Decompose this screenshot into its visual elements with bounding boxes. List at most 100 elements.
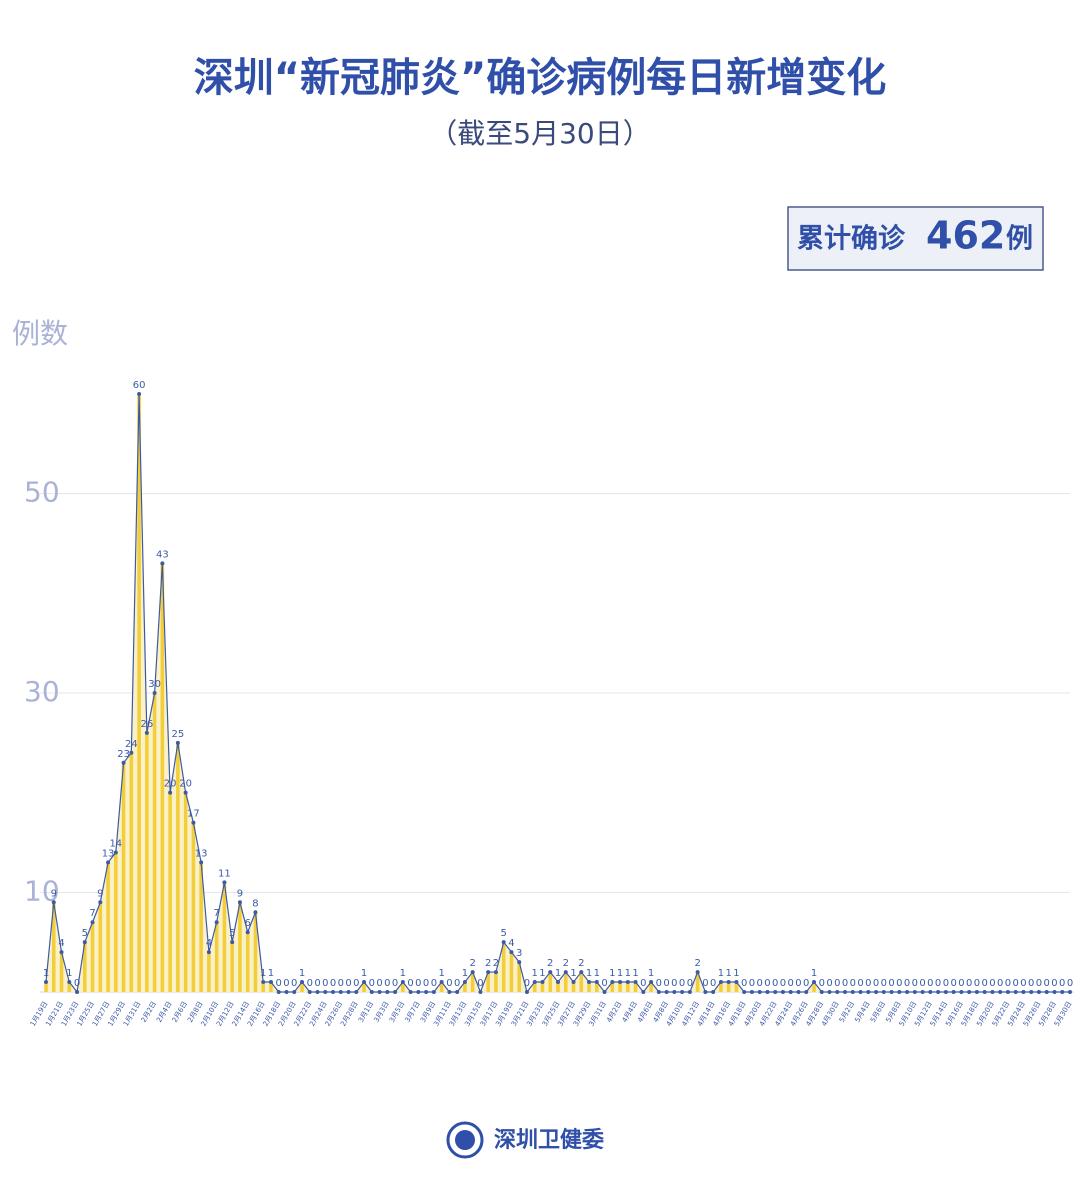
data-label: 4 <box>58 938 64 949</box>
point <box>253 910 258 915</box>
data-label: 0 <box>307 978 313 989</box>
point <box>1044 990 1049 994</box>
data-label: 1 <box>617 968 623 979</box>
point <box>191 820 196 825</box>
point <box>773 990 778 994</box>
data-label: 0 <box>749 978 755 989</box>
point <box>1005 990 1010 994</box>
data-label: 0 <box>873 978 879 989</box>
point <box>912 990 917 994</box>
data-label: 7 <box>213 908 219 919</box>
point <box>393 990 398 994</box>
logo <box>446 1121 484 1159</box>
data-label: 30 <box>148 679 161 690</box>
data-label: 1 <box>532 968 538 979</box>
total-label: 累计确诊 <box>797 223 906 255</box>
data-label: 0 <box>819 978 825 989</box>
data-label: 14 <box>109 838 122 849</box>
point <box>44 980 48 985</box>
point <box>1060 990 1065 994</box>
point <box>245 930 250 935</box>
data-label: 0 <box>710 978 716 989</box>
data-label: 20 <box>179 779 192 790</box>
point <box>1013 990 1018 994</box>
data-label: 26 <box>140 719 153 730</box>
point <box>796 990 801 994</box>
point <box>237 900 242 905</box>
point <box>439 980 444 985</box>
point <box>610 980 615 985</box>
point <box>967 990 972 994</box>
point <box>571 980 576 985</box>
data-label: 2 <box>578 958 584 969</box>
chart-subtitle: （截至5月30日） <box>429 117 650 150</box>
point <box>1029 990 1034 994</box>
data-label: 0 <box>1044 978 1050 989</box>
point <box>152 691 157 695</box>
data-label: 0 <box>330 978 336 989</box>
point <box>664 990 669 994</box>
data-label: 0 <box>1059 978 1065 989</box>
y-tick-label: 30 <box>24 675 60 708</box>
point <box>400 980 405 985</box>
data-label: 0 <box>314 978 320 989</box>
data-label: 1 <box>361 968 367 979</box>
point <box>493 970 498 975</box>
point <box>749 990 754 994</box>
point <box>734 980 739 985</box>
data-label: 0 <box>958 978 964 989</box>
point <box>532 980 537 985</box>
point <box>920 990 925 994</box>
point <box>455 990 460 994</box>
point <box>974 990 979 994</box>
data-label: 4 <box>206 938 212 949</box>
point <box>780 990 785 994</box>
data-label: 0 <box>912 978 918 989</box>
data-label: 0 <box>927 978 933 989</box>
point <box>292 990 297 994</box>
point <box>742 990 747 994</box>
point <box>478 990 483 994</box>
data-label: 0 <box>431 978 437 989</box>
data-label: 1 <box>648 968 654 979</box>
point <box>51 900 56 905</box>
data-label: 0 <box>943 978 949 989</box>
point <box>486 970 491 975</box>
data-label: 2 <box>694 958 700 969</box>
data-label: 0 <box>345 978 351 989</box>
data-label: 1 <box>733 968 739 979</box>
point <box>315 990 320 994</box>
data-label: 0 <box>881 978 887 989</box>
data-label: 0 <box>454 978 460 989</box>
point <box>812 980 816 985</box>
data-label: 1 <box>609 968 615 979</box>
point <box>214 920 219 925</box>
data-label: 0 <box>291 978 297 989</box>
data-label: 0 <box>997 978 1003 989</box>
data-label: 11 <box>218 868 231 879</box>
point <box>850 990 855 994</box>
point <box>369 990 374 994</box>
point <box>982 990 987 994</box>
data-label: 0 <box>834 978 840 989</box>
point <box>788 990 793 994</box>
data-label: 20 <box>164 779 177 790</box>
point <box>936 990 941 994</box>
data-label: 0 <box>1028 978 1034 989</box>
point <box>649 980 654 985</box>
point <box>827 990 832 994</box>
point <box>928 990 933 994</box>
point <box>501 940 506 945</box>
point <box>470 970 475 975</box>
data-label: 1 <box>718 968 724 979</box>
data-label: 60 <box>133 380 146 391</box>
data-label: 0 <box>842 978 848 989</box>
data-label: 0 <box>384 978 390 989</box>
point <box>144 730 149 735</box>
data-label: 0 <box>338 978 344 989</box>
point <box>106 860 111 865</box>
data-label: 1 <box>570 968 576 979</box>
data-label: 0 <box>741 978 747 989</box>
data-label: 8 <box>252 898 258 909</box>
